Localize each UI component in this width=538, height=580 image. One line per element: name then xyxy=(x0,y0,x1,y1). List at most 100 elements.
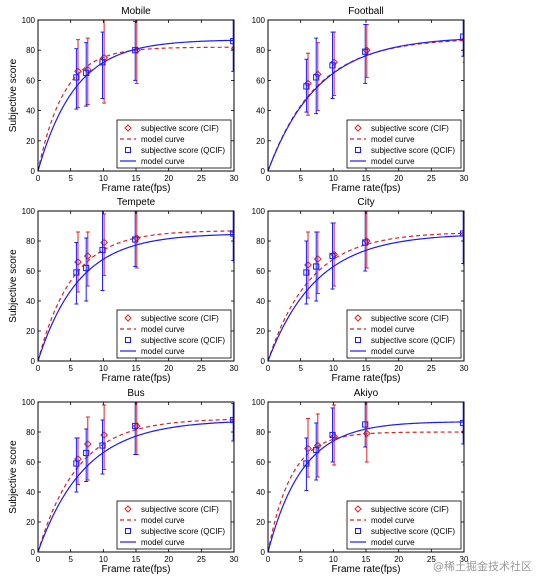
qcif-data-point xyxy=(73,74,80,81)
qcif-data-point xyxy=(83,69,90,76)
chart-title: Mobile xyxy=(121,6,151,17)
qcif-data-point xyxy=(99,246,106,254)
x-tick-label: 30 xyxy=(230,364,239,373)
y-tick-label: 40 xyxy=(256,297,265,306)
y-tick-label: 80 xyxy=(256,237,265,246)
y-axis-label: Subjective score xyxy=(8,58,19,132)
x-tick-label: 25 xyxy=(427,364,436,373)
qcif-data-point xyxy=(73,269,80,276)
legend-label: subjective score (QCIF) xyxy=(141,336,225,345)
x-tick-label: 0 xyxy=(36,364,41,373)
legend-label: subjective score (QCIF) xyxy=(371,527,455,536)
plot-area xyxy=(38,19,234,171)
legend-box xyxy=(346,119,462,169)
legend-label: model curve xyxy=(371,325,415,334)
y-tick-label: 60 xyxy=(26,76,35,85)
y-tick-label: 20 xyxy=(26,137,35,146)
qcif-data-point xyxy=(460,419,464,427)
y-tick-label: 20 xyxy=(256,518,265,527)
plot-area xyxy=(268,210,464,361)
cif-data-point xyxy=(330,58,339,67)
x-axis-label: Frame rate(fps) xyxy=(102,183,171,194)
x-tick-label: 25 xyxy=(427,174,436,183)
legend-label: subjective score (QCIF) xyxy=(371,336,455,345)
y-tick-label: 20 xyxy=(256,327,265,336)
y-tick-label: 40 xyxy=(26,488,35,497)
watermark-text: @稀土掘金技术社区 xyxy=(433,560,532,573)
chart-title: Akiyo xyxy=(354,388,379,399)
x-tick-label: 10 xyxy=(99,364,108,373)
chart-title: Football xyxy=(348,6,384,17)
legend: subjective score (CIF) model curve subject… xyxy=(116,309,232,359)
cif-data-point xyxy=(304,79,312,88)
x-tick-label: 15 xyxy=(132,555,141,564)
y-tick-label: 60 xyxy=(26,458,35,467)
x-tick-label: 15 xyxy=(132,174,141,183)
y-tick-label: 80 xyxy=(26,428,35,437)
cif-data-point xyxy=(313,70,322,79)
cif-data-point xyxy=(304,261,312,269)
y-tick-label: 60 xyxy=(256,267,265,276)
qcif-data-point xyxy=(83,449,90,457)
qcif-data-point xyxy=(329,431,336,439)
cif-data-point xyxy=(304,444,312,453)
cif-data-point xyxy=(100,238,109,247)
chart-panel: 0 5 10 15 20 25 30 0 20 40 60 80 100 City Frame rate(f… xyxy=(252,197,469,384)
y-tick-label: 40 xyxy=(256,488,265,497)
x-tick-label: 10 xyxy=(329,555,338,564)
qcif-model-curve xyxy=(38,421,234,552)
y-tick-label: 60 xyxy=(256,458,265,467)
cif-data-point xyxy=(100,53,109,62)
qcif-data-point xyxy=(329,252,336,260)
legend-box xyxy=(346,500,462,550)
x-axis-label: Frame rate(fps) xyxy=(332,183,401,194)
x-tick-label: 0 xyxy=(266,555,271,564)
x-tick-label: 20 xyxy=(164,555,173,564)
y-tick-label: 0 xyxy=(31,357,36,366)
cif-data-point xyxy=(460,230,464,237)
qcif-data-point xyxy=(362,421,369,428)
legend-qcif-marker xyxy=(355,528,361,534)
legend-cif-marker xyxy=(124,124,132,132)
y-tick-label: 20 xyxy=(26,327,35,336)
plot-area xyxy=(38,401,234,552)
y-tick-label: 0 xyxy=(31,167,36,176)
x-axis-label: Frame rate(fps) xyxy=(102,564,171,575)
x-tick-label: 20 xyxy=(394,364,403,373)
legend-label: model curve xyxy=(141,135,185,144)
legend-label: subjective score (QCIF) xyxy=(141,146,225,155)
x-tick-label: 10 xyxy=(329,364,338,373)
y-tick-label: 40 xyxy=(26,107,35,116)
plot-area xyxy=(268,19,464,171)
y-tick-label: 40 xyxy=(256,107,265,116)
cif-data-point xyxy=(330,432,339,441)
cif-model-curve xyxy=(38,46,234,171)
qcif-model-curve xyxy=(38,39,234,171)
legend-label: subjective score (CIF) xyxy=(371,124,449,133)
y-tick-label: 100 xyxy=(22,207,36,216)
qcif-data-point xyxy=(83,264,90,272)
qcif-data-point xyxy=(303,269,310,276)
cif-model-curve xyxy=(268,431,464,552)
cif-model-curve xyxy=(38,230,234,361)
cif-data-point xyxy=(74,455,82,463)
legend-label: model curve xyxy=(141,347,185,356)
cif-data-point xyxy=(460,428,464,436)
cif-data-point xyxy=(83,65,92,74)
legend: subjective score (CIF) model curve subject… xyxy=(346,309,462,359)
y-tick-label: 100 xyxy=(22,16,36,25)
qcif-data-point xyxy=(460,230,464,237)
legend-label: model curve xyxy=(371,516,415,525)
legend-box xyxy=(116,309,232,359)
cif-data-point xyxy=(362,429,371,438)
cif-model-curve xyxy=(38,418,234,552)
y-tick-label: 80 xyxy=(256,46,265,55)
legend-label: model curve xyxy=(371,135,415,144)
y-tick-label: 80 xyxy=(26,237,35,246)
legend-cif-marker xyxy=(124,505,132,513)
y-tick-label: 0 xyxy=(261,548,266,557)
legend-label: model curve xyxy=(371,347,415,356)
cif-data-point xyxy=(313,255,322,263)
cif-data-point xyxy=(83,440,92,448)
